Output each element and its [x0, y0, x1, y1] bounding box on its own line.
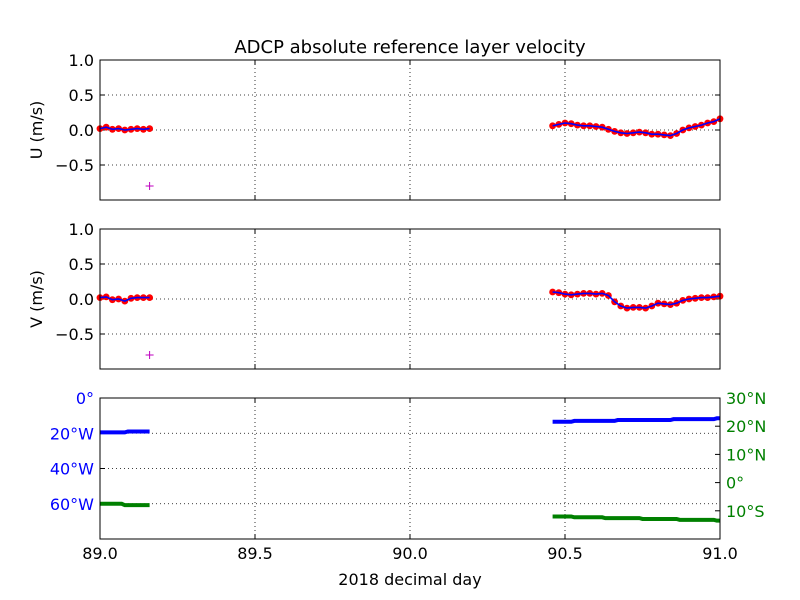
chart-title: ADCP absolute reference layer velocity: [234, 37, 586, 58]
y-axis-label: U (m/s): [27, 101, 46, 160]
series-line: [552, 118, 721, 137]
x-tick-label: 91.0: [702, 544, 738, 563]
y-tick-label-right: 10°N: [726, 445, 766, 464]
plus-marker: [145, 182, 154, 190]
x-tick-label: 89.0: [82, 544, 118, 563]
series-line: [99, 126, 150, 131]
x-tick-label: 90.0: [392, 544, 428, 563]
axes-frame: [99, 59, 721, 201]
y-tick-label: 0.5: [69, 86, 94, 105]
x-tick-label: 89.5: [237, 544, 273, 563]
latitude-track: [552, 514, 720, 523]
y-tick-label: 0.5: [69, 255, 94, 274]
panel-u-velocity: 1.0 0.5 0.0 −0.5 U (m/s): [27, 51, 724, 201]
y-tick-label: −0.5: [55, 325, 94, 344]
latitude-track: [100, 501, 150, 508]
y-tick-label-right: 20°N: [726, 417, 766, 436]
longitude-track: [552, 416, 720, 424]
x-tick-label: 90.5: [547, 544, 583, 563]
y-tick-label: 0.0: [69, 290, 94, 309]
y-tick-label-right: 10°S: [726, 502, 765, 521]
panel-position: 89.0 89.5 90.0 90.5 91.0 0° 20°W 40°W 60°W 30°N 20…: [50, 389, 767, 563]
series-line: [552, 291, 721, 309]
axes-frame: [99, 397, 721, 540]
y-tick-label: 1.0: [69, 220, 94, 239]
longitude-track: [100, 429, 150, 435]
y-tick-label: 1.0: [69, 51, 94, 70]
y-tick-label-left: 0°: [76, 389, 94, 408]
y-tick-label-right: 30°N: [726, 389, 766, 408]
axes-frame: [99, 228, 721, 370]
y-tick-label-left: 40°W: [50, 460, 94, 479]
y-axis-label: V (m/s): [27, 270, 46, 328]
plus-marker: [145, 351, 154, 359]
y-tick-label: −0.5: [55, 156, 94, 175]
x-axis-label: 2018 decimal day: [338, 570, 481, 589]
y-tick-label-right: 0°: [726, 474, 744, 493]
y-tick-label-left: 60°W: [50, 495, 94, 514]
series-line: [99, 296, 150, 302]
y-tick-label-left: 20°W: [50, 424, 94, 443]
panel-v-velocity: 1.0 0.5 0.0 −0.5 V (m/s): [27, 220, 724, 370]
y-tick-label: 0.0: [69, 121, 94, 140]
